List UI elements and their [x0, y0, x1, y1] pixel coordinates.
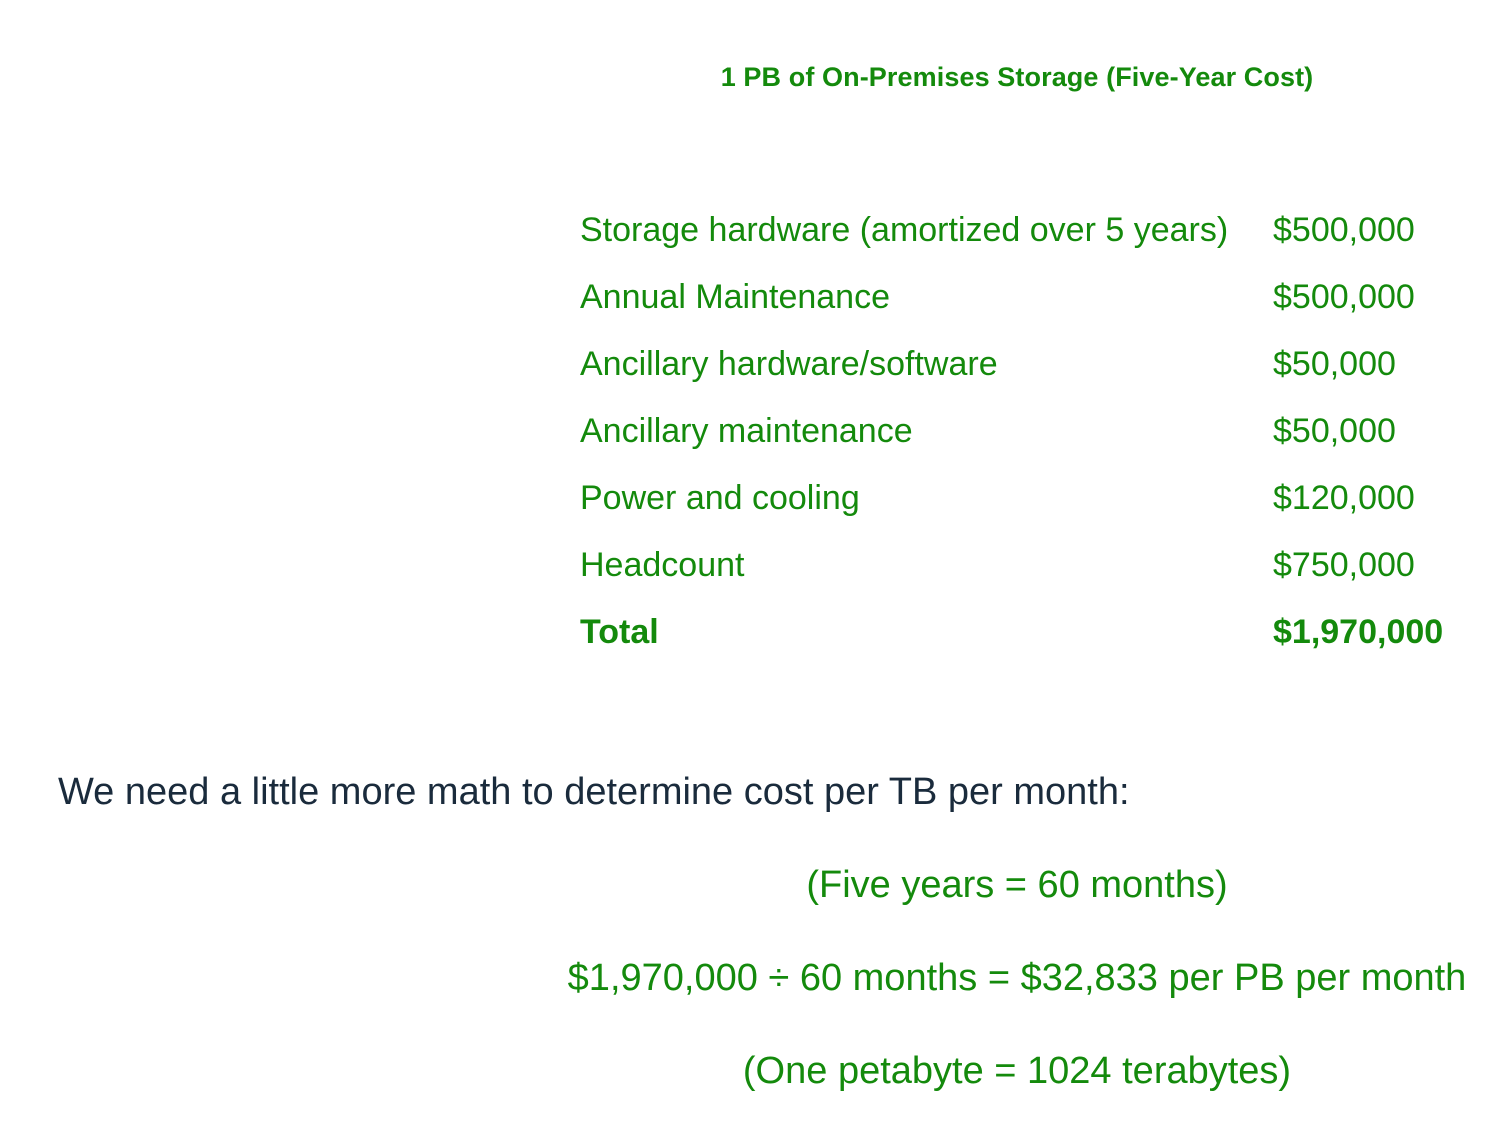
cost-row-label: Ancillary maintenance [580, 412, 913, 450]
math-line-months: (Five years = 60 months) [806, 864, 1228, 906]
cost-row-value: $120,000 [1273, 479, 1415, 517]
table-title: 1 PB of On-Premises Storage (Five-Year C… [720, 62, 1314, 92]
cost-row-value: $750,000 [1273, 546, 1415, 584]
cost-row-label: Headcount [580, 546, 745, 584]
cost-row-value: $500,000 [1273, 211, 1415, 249]
cost-row-value: $50,000 [1273, 345, 1396, 383]
cost-row-label: Storage hardware (amortized over 5 years… [580, 211, 1229, 249]
total-label: Total [580, 613, 659, 651]
intro-paragraph: We need a little more math to determine … [58, 771, 1130, 813]
cost-row-value: $500,000 [1273, 278, 1415, 316]
cost-row-value: $50,000 [1273, 412, 1396, 450]
total-value: $1,970,000 [1273, 613, 1444, 651]
cost-row-label: Power and cooling [580, 479, 860, 517]
math-line-division: $1,970,000 ÷ 60 months = $32,833 per PB … [567, 957, 1467, 999]
cost-row-label: Annual Maintenance [580, 278, 891, 316]
cost-row-label: Ancillary hardware/software [580, 345, 998, 383]
math-line-petabyte: (One petabyte = 1024 terabytes) [742, 1050, 1292, 1092]
